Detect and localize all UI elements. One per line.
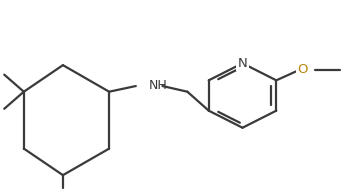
Text: O: O: [298, 63, 308, 76]
Text: NH: NH: [148, 79, 167, 91]
Text: N: N: [238, 57, 247, 70]
